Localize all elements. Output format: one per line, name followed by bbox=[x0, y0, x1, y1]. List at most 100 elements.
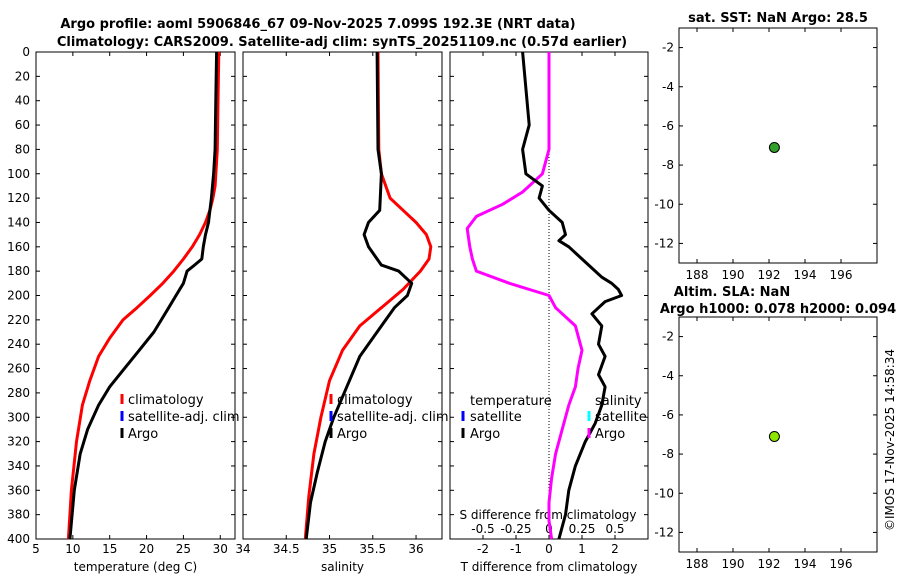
depth-tick-label: 240 bbox=[7, 337, 30, 351]
x-tick-label: 2 bbox=[611, 542, 619, 556]
sla-map-panel: -2 -4 -6 -8 -10 -12 188 190 192 194 196 bbox=[654, 316, 878, 571]
depth-tick-label: 260 bbox=[7, 362, 30, 376]
legend-label: climatology bbox=[337, 393, 413, 408]
x-tick-label: 34.5 bbox=[273, 542, 300, 556]
y-tick-label: -12 bbox=[654, 236, 674, 250]
temperature-xlabel: temperature (deg C) bbox=[74, 560, 197, 574]
salinity-panel: 34 34.5 35 35.5 36 salinity climatology satelli… bbox=[235, 51, 449, 574]
y-tick-label: -4 bbox=[662, 369, 674, 383]
x-tick-label: -1 bbox=[510, 542, 522, 556]
depth-tick-label: 40 bbox=[15, 94, 30, 108]
depth-tick-label: 180 bbox=[7, 264, 30, 278]
x-tick-label: -2 bbox=[477, 542, 489, 556]
depth-tick-label: 320 bbox=[7, 435, 30, 449]
top-x-tick-label: 0.5 bbox=[605, 522, 624, 536]
y-tick-label: -2 bbox=[662, 330, 674, 344]
x-tick-label: 190 bbox=[722, 268, 745, 282]
top-x-tick-label: 0.25 bbox=[569, 522, 596, 536]
top-x-tick-label: -0.5 bbox=[471, 522, 494, 536]
x-tick-label: 1 bbox=[578, 542, 586, 556]
legend-label: climatology bbox=[128, 393, 204, 408]
y-tick-label: -8 bbox=[662, 447, 674, 461]
x-tick-label: 15 bbox=[102, 542, 117, 556]
x-tick-label: 192 bbox=[758, 557, 781, 571]
legend-label: satellite bbox=[595, 410, 647, 425]
depth-tick-label: 220 bbox=[7, 313, 30, 327]
figure-title-line2: Climatology: CARS2009. Satellite-adj cli… bbox=[57, 35, 627, 50]
figure-title-line1: Argo profile: aoml 5906846_67 09-Nov-202… bbox=[60, 17, 575, 32]
y-tick-label: -2 bbox=[662, 41, 674, 55]
y-tick-label: -10 bbox=[654, 486, 674, 500]
legend-title-temperature: temperature bbox=[470, 394, 552, 409]
depth-tick-label: 360 bbox=[7, 483, 30, 497]
sla-map-data-point bbox=[768, 430, 780, 442]
temperature-axes-box bbox=[35, 51, 236, 540]
temperature-argo-line bbox=[68, 51, 219, 540]
salinity-difference-argo-line bbox=[465, 52, 584, 540]
sst-map-data-point bbox=[768, 141, 780, 153]
legend-label: satellite bbox=[470, 410, 522, 425]
sst-panel-title: sat. SST: NaN Argo: 28.5 bbox=[688, 11, 868, 26]
x-tick-label: 10 bbox=[65, 542, 80, 556]
sla-map-axes-box bbox=[678, 316, 878, 553]
legend-label: satellite-adj. clim bbox=[128, 410, 240, 425]
x-tick-label: 194 bbox=[794, 268, 817, 282]
x-tick-label: 196 bbox=[830, 268, 853, 282]
depth-tick-label: 60 bbox=[15, 118, 30, 132]
depth-tick-label: 380 bbox=[7, 508, 30, 522]
x-tick-label: 0 bbox=[545, 542, 553, 556]
credit-label: ©IMOS 17-Nov-2025 14:58:34 bbox=[883, 349, 897, 531]
y-tick-label: -6 bbox=[662, 408, 674, 422]
x-tick-label: 190 bbox=[722, 557, 745, 571]
depth-tick-label: 280 bbox=[7, 386, 30, 400]
depth-tick-label: 20 bbox=[15, 69, 30, 83]
legend-label: satellite-adj. clim bbox=[337, 410, 449, 425]
temperature-difference-argo-line bbox=[521, 51, 624, 540]
depth-tick-label: 0 bbox=[22, 45, 30, 59]
salinity-xlabel: salinity bbox=[321, 560, 364, 574]
depth-tick-label: 100 bbox=[7, 167, 30, 181]
x-tick-label: 25 bbox=[176, 542, 191, 556]
y-tick-label: -12 bbox=[654, 525, 674, 539]
legend-label: Argo bbox=[470, 427, 500, 442]
x-tick-label: 192 bbox=[758, 268, 781, 282]
x-tick-label: 5 bbox=[32, 542, 40, 556]
salinity-axes-box bbox=[242, 51, 443, 540]
legend-title-salinity: salinity bbox=[595, 394, 642, 409]
depth-tick-label: 140 bbox=[7, 215, 30, 229]
top-x-tick-label: -0.25 bbox=[500, 522, 531, 536]
temperature-climatology-line bbox=[66, 51, 221, 540]
x-tick-label: 188 bbox=[686, 268, 709, 282]
legend-label: Argo bbox=[337, 427, 367, 442]
x-tick-label: 36 bbox=[408, 542, 423, 556]
x-tick-label: 30 bbox=[213, 542, 228, 556]
x-tick-label: 34 bbox=[235, 542, 250, 556]
depth-axis: 0 20 40 60 80 100 120 140 160 180 200 220 240 260 280 3… bbox=[7, 45, 30, 546]
y-tick-label: -8 bbox=[662, 158, 674, 172]
x-tick-label: 188 bbox=[686, 557, 709, 571]
sst-map-panel: -2 -4 -6 -8 -10 -12 188 190 192 194 196 bbox=[654, 27, 878, 282]
x-tick-label: 20 bbox=[139, 542, 154, 556]
depth-tick-label: 300 bbox=[7, 410, 30, 424]
depth-tick-label: 340 bbox=[7, 459, 30, 473]
x-tick-label: 194 bbox=[794, 557, 817, 571]
depth-tick-label: 200 bbox=[7, 289, 30, 303]
y-tick-label: -4 bbox=[662, 80, 674, 94]
y-tick-label: -10 bbox=[654, 197, 674, 211]
depth-tick-label: 80 bbox=[15, 142, 30, 156]
differences-xlabel: T difference from climatology bbox=[460, 560, 638, 574]
legend-label: Argo bbox=[595, 427, 625, 442]
salinity-climatology-line bbox=[303, 51, 433, 540]
legend-label: Argo bbox=[128, 427, 158, 442]
sla-panel-title-line1: Altim. SLA: NaN bbox=[674, 285, 790, 300]
x-tick-label: 35 bbox=[322, 542, 337, 556]
sla-panel-title-line2: Argo h1000: 0.078 h2000: 0.094 bbox=[660, 302, 896, 317]
depth-tick-label: 120 bbox=[7, 191, 30, 205]
sst-map-axes-box bbox=[678, 27, 878, 264]
depth-tick-label: 400 bbox=[7, 532, 30, 546]
x-tick-label: 35.5 bbox=[359, 542, 386, 556]
temperature-panel: 5 10 15 20 25 30 temperature (deg C) climatolog… bbox=[32, 51, 240, 574]
x-tick-label: 196 bbox=[830, 557, 853, 571]
